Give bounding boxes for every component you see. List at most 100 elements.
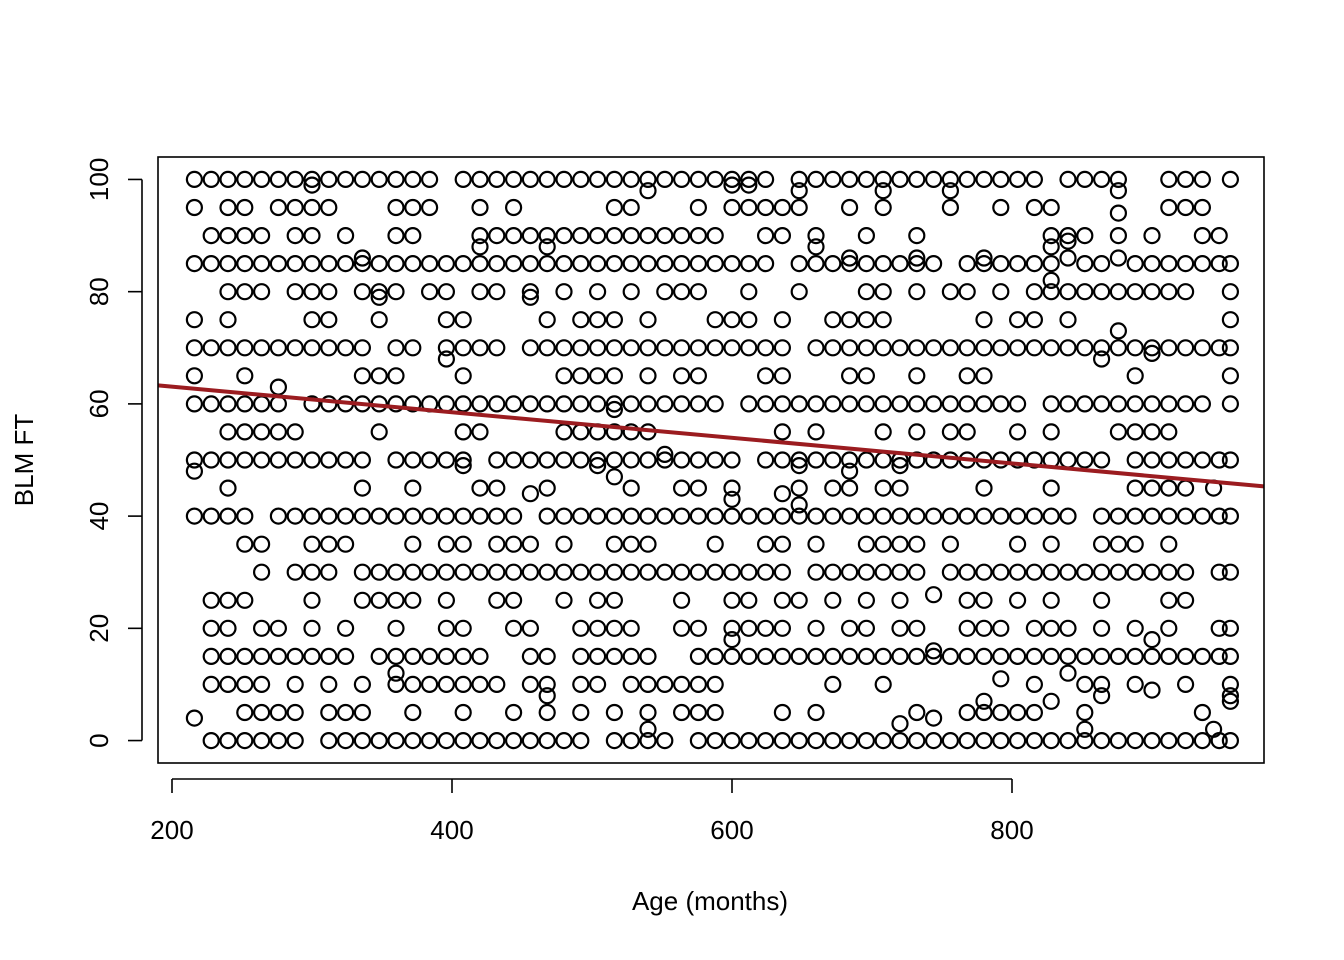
data-point: [1193, 507, 1212, 525]
data-point: [605, 400, 624, 419]
data-point: [504, 451, 523, 469]
data-point: [454, 675, 472, 694]
data-point: [1126, 283, 1144, 301]
data-point: [1008, 507, 1027, 525]
data-point: [824, 451, 842, 469]
data-point: [1042, 507, 1060, 525]
data-point: [387, 591, 405, 609]
data-point: [1143, 731, 1161, 750]
data-point: [370, 423, 388, 441]
data-point: [387, 227, 405, 245]
data-point: [1025, 675, 1044, 694]
data-point: [1025, 731, 1044, 750]
data-point: [857, 395, 876, 413]
data-point: [840, 170, 859, 188]
data-point: [740, 311, 758, 329]
data-point: [756, 535, 775, 553]
data-point: [1143, 283, 1161, 301]
data-point: [454, 563, 472, 581]
data-point: [286, 255, 304, 273]
data-point: [1210, 563, 1228, 581]
data-point: [538, 238, 556, 256]
data-point: [421, 283, 439, 301]
data-point: [891, 591, 909, 609]
data-point: [706, 675, 724, 694]
data-point: [975, 591, 993, 609]
data-point: [639, 395, 657, 413]
data-point: [1210, 647, 1228, 666]
data-point: [253, 170, 271, 188]
data-point: [1025, 563, 1044, 581]
data-point: [706, 563, 724, 581]
data-point: [353, 283, 371, 301]
data-point: [471, 507, 489, 525]
data-point: [471, 395, 489, 413]
data-point: [320, 731, 338, 750]
data-point: [219, 479, 237, 497]
data-point: [253, 227, 271, 245]
data-point: [773, 198, 792, 217]
data-point: [958, 591, 976, 609]
data-point: [353, 255, 371, 273]
data-point: [488, 170, 506, 188]
data-point: [891, 535, 909, 553]
data-point: [840, 249, 859, 267]
data-point: [1221, 731, 1240, 750]
data-point: [689, 675, 708, 694]
data-point: [975, 367, 993, 385]
data-point: [740, 198, 758, 217]
data-point: [840, 395, 859, 413]
data-point: [958, 731, 976, 750]
data-point: [504, 198, 523, 217]
data-point: [269, 170, 287, 188]
data-point: [572, 395, 590, 413]
data-point: [454, 395, 472, 413]
data-point: [807, 238, 825, 256]
data-point: [1059, 451, 1077, 469]
data-point: [588, 339, 607, 357]
data-point: [572, 563, 590, 581]
data-point: [286, 283, 304, 301]
data-point: [790, 182, 808, 200]
data-point: [706, 535, 724, 553]
data-point: [672, 170, 691, 188]
data-point: [958, 170, 976, 188]
data-point: [605, 451, 624, 469]
data-point: [773, 619, 792, 637]
data-point: [790, 496, 808, 514]
data-point: [1143, 681, 1161, 699]
axes-layer: 200 400 600 800 0 20 40 60 80 100: [84, 158, 1034, 845]
data-point: [253, 647, 271, 666]
data-point: [202, 395, 220, 413]
data-point: [1059, 170, 1077, 188]
data-point: [454, 451, 472, 469]
data-point: [421, 647, 439, 666]
data-point: [824, 311, 842, 329]
data-point: [1221, 255, 1240, 273]
data-point: [723, 630, 741, 649]
data-point: [975, 731, 993, 750]
data-point: [639, 182, 657, 200]
data-point: [1042, 198, 1060, 217]
data-point: [622, 563, 640, 581]
data-point: [1092, 687, 1111, 705]
data-point: [337, 619, 355, 637]
data-point: [337, 731, 355, 750]
data-point: [672, 395, 691, 413]
data-point: [572, 255, 590, 273]
data-point: [1126, 647, 1144, 666]
data-point: [605, 507, 624, 525]
data-point: [941, 507, 960, 525]
data-point: [1126, 507, 1144, 525]
data-point: [924, 642, 943, 660]
data-point: [1176, 198, 1195, 217]
data-point: [756, 647, 775, 666]
data-point: [891, 507, 909, 525]
data-point: [605, 311, 624, 329]
data-point: [992, 703, 1010, 722]
data-point: [353, 249, 371, 267]
data-point: [1160, 619, 1178, 637]
data-point: [572, 675, 590, 694]
data-point: [891, 339, 909, 357]
data-point: [773, 591, 792, 609]
